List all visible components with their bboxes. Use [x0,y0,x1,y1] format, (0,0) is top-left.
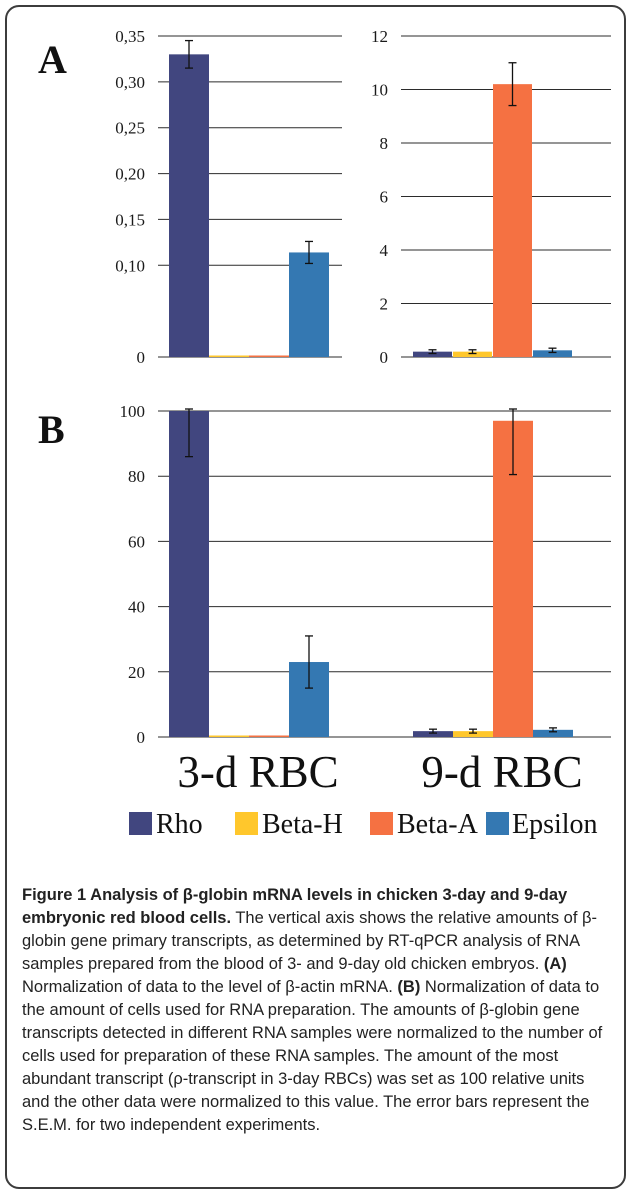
legend: Rho Beta-H Beta-A Epsilon [129,809,598,840]
bar-a-left-3-d-rbc-rho [169,54,209,357]
legend-swatch-rho [129,812,152,835]
figure-chart: 0 0,10 0,15 0,20 0,25 0,30 0,35 0 2 4 6 8 10 12 0 20 4… [38,27,611,840]
error-bar-b-3-d-rbc-rho [185,408,193,458]
legend-swatch-epsilon [486,812,509,835]
legend-swatch-beta-a [370,812,393,835]
y-tick-label-a-left-5: 0,30 [115,73,145,92]
caption-text-1: The vertical axis shows the relative amo… [22,909,597,973]
y-tick-label-b-5: 100 [120,402,146,421]
legend-label-epsilon: Epsilon [512,809,598,840]
bar-b-9-d-rbc-beta-h [453,731,493,737]
error-bar-a-right-9-d-rbc-rho [428,349,437,355]
panel-label-b: B [38,407,65,452]
error-bar-a-left-3-d-rbc-rho [185,39,193,69]
caption-label-b: (B) [397,978,421,996]
bar-a-right-9-d-rbc-epsilon [533,350,572,357]
y-tick-label-a-left-0: 0 [137,348,146,367]
bar-a-left-3-d-rbc-beta-h [209,355,249,357]
caption-label-a: (A) [543,955,567,973]
bar-b-3-d-rbc-rho [169,411,209,737]
figure-caption: Figure 1 Analysis of β-globin mRNA level… [22,884,612,1137]
error-bar-a-right-9-d-rbc-beta-h [468,349,477,355]
x-category-3d: 3-d RBC [177,747,338,797]
y-tick-label-a-right-5: 10 [371,81,388,100]
y-tick-label-b-3: 60 [128,532,145,551]
error-bar-a-right-9-d-rbc-epsilon [548,347,557,354]
caption-text-3: Normalization of data to the amount of c… [22,978,603,1134]
y-tick-label-a-right-4: 8 [380,134,389,153]
caption-title: Figure 1 Analysis of β-globin mRNA level… [22,886,568,927]
bar-a-left-3-d-rbc-epsilon [289,252,329,357]
y-tick-label-a-right-0: 0 [380,348,389,367]
legend-label-rho: Rho [156,809,203,840]
y-tick-label-a-right-2: 4 [380,241,389,260]
y-tick-label-b-1: 20 [128,663,145,682]
y-tick-label-a-right-6: 12 [371,27,388,46]
bar-a-right-9-d-rbc-beta-h [453,351,492,357]
panel-a-right-chart: 0 2 4 6 8 10 12 [371,27,611,367]
panel-b-chart: 0 20 40 60 80 100 [120,402,611,747]
error-bar-a-left-3-d-rbc-epsilon [305,240,313,265]
y-tick-label-a-left-4: 0,25 [115,119,145,138]
y-tick-label-a-left-3: 0,20 [115,165,145,184]
bar-b-3-d-rbc-beta-h [209,735,249,737]
panel-label-a: A [38,37,67,82]
error-bar-b-9-d-rbc-epsilon [549,727,557,733]
y-tick-label-b-4: 80 [128,467,145,486]
x-category-9d: 9-d RBC [421,747,582,797]
legend-label-beta-a: Beta-A [397,809,479,840]
bar-b-3-d-rbc-beta-a [249,735,289,737]
error-bar-b-9-d-rbc-beta-a [509,408,517,476]
error-bar-b-3-d-rbc-epsilon [305,635,313,689]
error-bar-b-9-d-rbc-rho [429,728,437,734]
bar-b-9-d-rbc-epsilon [533,729,573,737]
bar-b-9-d-rbc-rho [413,731,453,737]
bar-a-right-9-d-rbc-beta-a [493,84,532,358]
bar-a-left-3-d-rbc-beta-a [249,355,289,357]
legend-swatch-beta-h [235,812,258,835]
error-bar-a-right-9-d-rbc-beta-a [508,62,517,107]
y-tick-label-a-left-2: 0,15 [115,210,145,229]
y-tick-label-b-0: 0 [137,728,146,747]
error-bar-b-9-d-rbc-beta-h [469,728,477,734]
legend-label-beta-h: Beta-H [262,809,343,840]
y-tick-label-a-right-1: 2 [380,295,389,314]
bar-a-right-9-d-rbc-rho [413,351,452,357]
y-tick-label-a-right-3: 6 [380,188,389,207]
caption-text-2: Normalization of data to the level of β-… [22,978,398,996]
y-tick-label-a-left-6: 0,35 [115,27,145,46]
y-tick-label-b-2: 40 [128,598,145,617]
y-tick-label-a-left-1: 0,10 [115,256,145,275]
panel-a-left-chart: 0 0,10 0,15 0,20 0,25 0,30 0,35 [115,27,342,367]
